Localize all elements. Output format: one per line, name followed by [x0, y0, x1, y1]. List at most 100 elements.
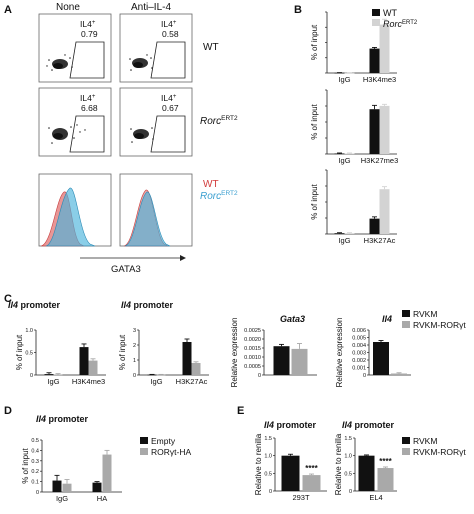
c1-y-tick-label: 0.5: [25, 351, 33, 357]
c4-y-tick-label: 0.005: [352, 336, 366, 342]
legend-d-label-rorgt-ha: RORγt-HA: [151, 447, 191, 457]
e2-x-tick-label: EL4: [369, 493, 382, 502]
gate-value-rorc-anti: 0.67: [162, 103, 179, 113]
col-label-none: None: [56, 2, 80, 13]
legend-d-swatch-empty: [140, 437, 148, 444]
c4-y-tick-label: 0.004: [352, 343, 366, 349]
legend-b-label-wt: WT: [383, 8, 397, 18]
c4-y-tick-label: 0.003: [352, 351, 366, 357]
legend-e-label-rvkm: RVKM: [413, 436, 437, 446]
e1-y-tick-label: 0: [269, 489, 272, 495]
c1-title: Il4 promoter: [8, 300, 61, 310]
c3-y-tick-label: 0.0015: [244, 346, 261, 352]
e2-bar-rvkm: [358, 455, 375, 491]
gate-value-rorc-none: 6.68: [81, 103, 98, 113]
b2-bar-rorcert2: [379, 105, 390, 154]
c4-y-tick-label: 0.006: [352, 328, 366, 334]
b2-y-label: % of input: [310, 103, 319, 139]
legend-c-label-rvkm: RVKM: [413, 309, 437, 319]
gate-label-rorc-none: IL4+: [80, 93, 96, 103]
c1-x-tick-label: H3K4me3: [72, 377, 105, 386]
d1-y-label: % of input: [21, 447, 30, 483]
legend-c-swatch-rorgt: [402, 321, 410, 328]
gate-rorc-none: [69, 115, 105, 153]
gate-value-wt-anti: 0.58: [162, 29, 179, 39]
c4-title: Il4: [382, 314, 392, 324]
c1-bar-rvkm: [79, 347, 89, 375]
flow-dots-rorc-none: [48, 124, 86, 144]
histogram-rorc-none: [45, 187, 96, 247]
legend-d-label-empty: Empty: [151, 436, 176, 446]
flow-dots-rorc-anti: [130, 127, 154, 143]
d1-bar-rortha: [62, 483, 72, 492]
legend-e-swatch-rvkm: [402, 437, 410, 444]
e2-y-tick-label: 1.5: [344, 436, 352, 442]
b1-x-tick-label: IgG: [338, 75, 350, 84]
b3-y-label: % of input: [310, 183, 319, 219]
b1-bar-rorcert2: [344, 72, 355, 74]
c2-bar-rvkm: [182, 342, 192, 375]
col-label-anti-il4: Anti–IL-4: [131, 2, 171, 13]
c2-x-tick-label: IgG: [150, 377, 162, 386]
c4-bar-rvkmrort: [391, 373, 407, 375]
c3-y-tick-label: 0.0005: [244, 364, 261, 370]
panel-letter-c: C: [4, 293, 12, 305]
gate-label-wt-none: IL4+: [80, 19, 96, 29]
b3-x-tick-label: H3K27Ac: [364, 236, 396, 245]
legend-hist-wt: WT: [203, 179, 219, 190]
d1-y-tick-label: 0.5: [31, 438, 39, 444]
b2-bar-wt: [334, 153, 345, 155]
c2-title: Il4 promoter: [121, 300, 174, 310]
d1-y-tick-label: 0.4: [31, 448, 39, 454]
d1-title: Il4 promoter: [36, 414, 89, 424]
b3-bar-rorcert2: [344, 233, 355, 234]
c2-y-tick-label: 3: [133, 328, 136, 334]
e1-bar-rvkmrort: [302, 475, 321, 491]
c1-bar-rvkm: [44, 374, 54, 375]
c2-y-tick-label: 0: [133, 373, 136, 379]
legend-b-swatch-rorc: [372, 19, 380, 26]
c1-y-label: % of input: [15, 334, 24, 370]
c2-y-tick-label: 1: [133, 358, 136, 364]
c4-y-label: Relative expression: [335, 318, 344, 388]
b3-bar-wt: [334, 233, 345, 234]
legend-c: RVKM RVKM-RORγt: [402, 309, 466, 330]
c1-x-tick-label: IgG: [47, 377, 59, 386]
c4-y-tick-label: 0.002: [352, 358, 366, 364]
c3-y-tick-label: 0.0020: [244, 337, 261, 343]
row-label-rorc: RorcERT2: [200, 115, 238, 127]
b1-x-tick-label: H3K4me3: [363, 75, 396, 84]
b1-bar-rorcert2: [379, 24, 390, 73]
legend-e: RVKM RVKM-RORγt: [402, 436, 466, 457]
gate-wt-anti: [150, 41, 186, 79]
d1-bar-rortha: [102, 454, 112, 492]
c1-bar-rvkmrort: [53, 374, 63, 376]
gate-label-rorc-anti: IL4+: [161, 93, 177, 103]
d1-y-tick-label: 0.2: [31, 469, 39, 475]
b2-x-tick-label: H3K27me3: [361, 156, 399, 165]
c3-y-label: Relative expression: [230, 318, 239, 388]
legend-b-swatch-wt: [372, 9, 380, 16]
d1-y-tick-label: 0: [36, 490, 39, 496]
d1-y-tick-label: 0.1: [31, 480, 39, 486]
c3-bar-rvkm: [273, 346, 290, 375]
c2-bar-rvkmrort: [156, 374, 166, 376]
d1-bar-empty: [92, 482, 102, 492]
b1-y-label: % of input: [310, 24, 319, 60]
e2-significance: ****: [379, 457, 392, 466]
panel-letter-e: E: [237, 405, 244, 417]
b1-bar-wt: [369, 48, 380, 73]
c2-y-tick-label: 2: [133, 343, 136, 349]
c2-bar-rvkm: [147, 374, 157, 376]
panel-letter-d: D: [4, 405, 12, 417]
e2-bar-rvkmrort: [377, 468, 394, 491]
legend-d: Empty RORγt-HA: [140, 436, 191, 457]
c2-y-label: % of input: [118, 334, 127, 370]
c3-title: Gata3: [280, 314, 305, 324]
legend-e-label-rorgt: RVKM-RORγt: [413, 447, 466, 457]
e1-bar-rvkm: [281, 455, 300, 491]
e1-y-tick-label: 1.0: [264, 454, 272, 460]
c1-y-tick-label: 1.0: [25, 328, 33, 334]
legend-e-swatch-rorgt: [402, 448, 410, 455]
